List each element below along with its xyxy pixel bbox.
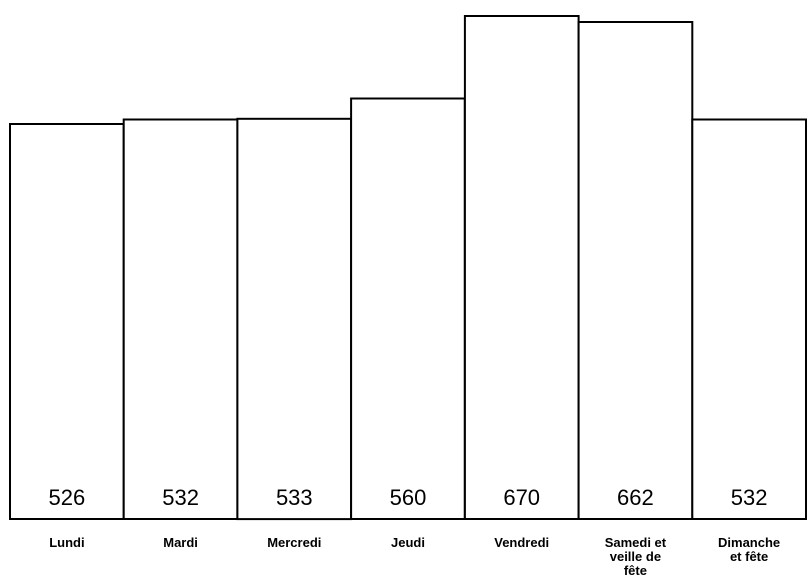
bar-5	[577, 21, 694, 520]
bar-2	[236, 117, 353, 521]
category-label-4: Vendredi	[494, 535, 549, 550]
category-label-5: Samedi et veille de fête	[605, 535, 667, 578]
bar-value-label-3: 560	[390, 485, 427, 510]
bar-1	[122, 118, 239, 520]
bar-value-label-4: 670	[503, 485, 540, 510]
bar-value-label-1: 532	[162, 485, 199, 510]
bar-value-label-5: 662	[617, 485, 654, 510]
category-label-1-line-0: Mardi	[163, 535, 198, 550]
category-label-0: Lundi	[49, 535, 84, 550]
category-label-3: Jeudi	[391, 535, 425, 550]
value-labels-group: 526 532 533 560 670 662 532	[49, 485, 768, 510]
bars-group	[9, 15, 807, 521]
category-label-6: Dimanche et fête	[718, 535, 780, 564]
category-label-5-line-1: veille de	[610, 549, 661, 564]
bar-0	[9, 123, 125, 520]
category-label-1: Mardi	[163, 535, 198, 550]
category-label-5-line-2: fête	[624, 563, 647, 578]
category-label-2: Mercredi	[267, 535, 321, 550]
bar-value-label-2: 533	[276, 485, 313, 510]
bar-value-label-0: 526	[49, 485, 86, 510]
bar-value-label-6: 532	[731, 485, 768, 510]
bar-6	[691, 118, 807, 520]
category-label-0-line-0: Lundi	[49, 535, 84, 550]
category-labels-group: Lundi Mardi Mercredi Jeudi Vendredi Samedi et…	[49, 535, 780, 578]
category-label-4-line-0: Vendredi	[494, 535, 549, 550]
category-label-5-line-0: Samedi et	[605, 535, 667, 550]
category-label-3-line-0: Jeudi	[391, 535, 425, 550]
category-label-2-line-0: Mercredi	[267, 535, 321, 550]
bar-4	[463, 15, 580, 520]
category-label-6-line-1: et fête	[730, 549, 768, 564]
category-label-6-line-0: Dimanche	[718, 535, 780, 550]
bar-3	[350, 97, 466, 520]
